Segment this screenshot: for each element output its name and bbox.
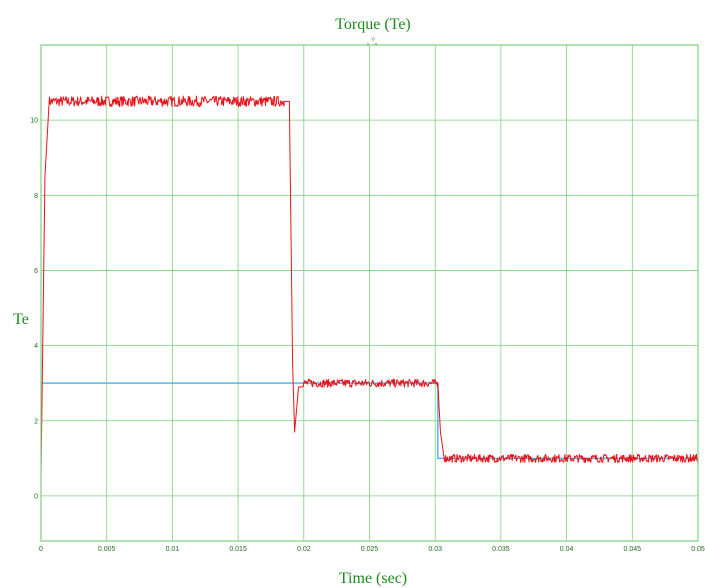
x-tick-label: 0.005 — [98, 546, 116, 553]
x-tick-label: 0.04 — [560, 546, 574, 553]
x-tick-label: 0.03 — [428, 546, 442, 553]
y-tick-label: 0 — [34, 493, 38, 500]
y-tick-label: 4 — [34, 343, 38, 350]
x-axis-ticks: 0 0.005 0.01 0.015 0.02 0.025 0.03 0.035 0.04 0.0… — [39, 546, 705, 553]
plot-frame — [40, 44, 699, 542]
y-tick-label: 2 — [34, 418, 38, 425]
x-tick-label: 0.015 — [229, 546, 247, 553]
y-tick-label: 6 — [34, 268, 38, 275]
chart-title: Torque (Te) — [335, 16, 411, 33]
y-tick-label: 8 — [34, 193, 38, 200]
x-tick-label: 0 — [39, 546, 43, 553]
x-axis-label: Time (sec) — [339, 570, 407, 587]
x-tick-label: 0.035 — [492, 546, 510, 553]
x-tick-label: 0.045 — [624, 546, 642, 553]
y-axis-label: Te — [13, 311, 29, 328]
chart-subtitle: , °, — [367, 36, 377, 46]
x-tick-label: 0.02 — [297, 546, 311, 553]
x-tick-label: 0.01 — [166, 546, 180, 553]
x-tick-label: 0.025 — [361, 546, 379, 553]
measured-torque-line — [40, 95, 699, 478]
y-axis-ticks: 0 2 4 6 8 10 — [30, 118, 38, 501]
grid — [40, 45, 699, 541]
y-tick-label: 10 — [30, 118, 38, 125]
x-tick-label: 0.05 — [691, 546, 705, 553]
series-layer — [40, 95, 699, 478]
